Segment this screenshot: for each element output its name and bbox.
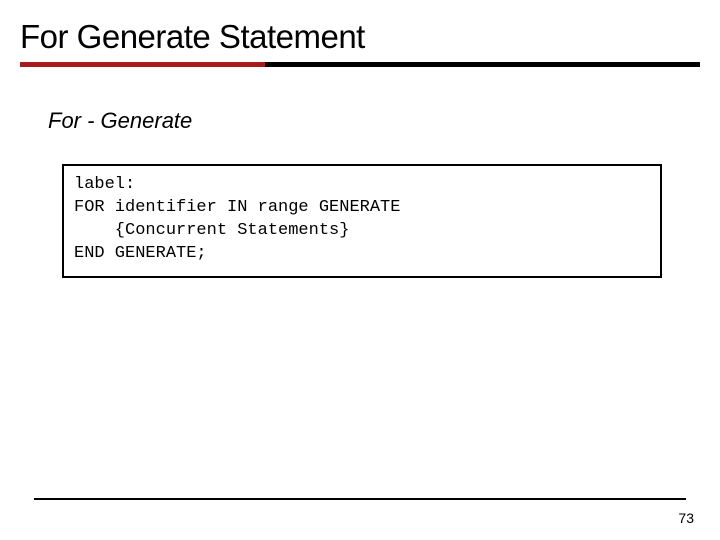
slide-subtitle: For - Generate (48, 108, 700, 134)
slide-title: For Generate Statement (20, 18, 700, 56)
footer-rule (34, 498, 686, 500)
code-line: label: (74, 175, 135, 194)
slide-container: For Generate Statement For - Generate la… (0, 0, 720, 540)
code-block: label: FOR identifier IN range GENERATE … (62, 164, 662, 278)
title-rule-red (20, 62, 265, 67)
title-rule-black (265, 62, 700, 67)
code-line: END GENERATE; (74, 244, 207, 263)
code-line: {Concurrent Statements} (74, 221, 349, 240)
page-number: 73 (678, 510, 694, 526)
code-line: FOR identifier IN range GENERATE (74, 198, 400, 217)
title-rule (20, 62, 700, 70)
